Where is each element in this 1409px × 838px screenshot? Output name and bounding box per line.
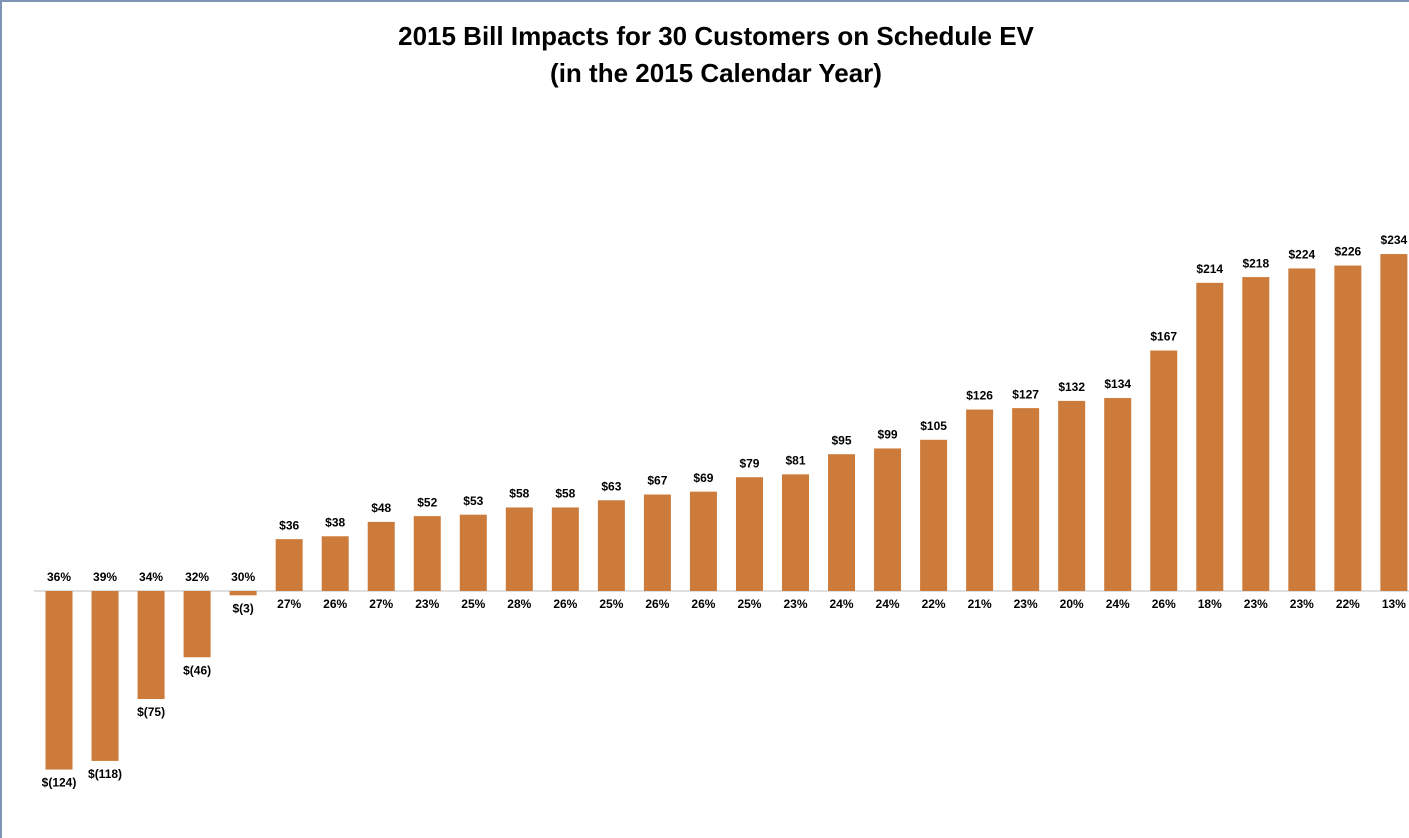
percent-label: 32% xyxy=(185,570,209,584)
value-label: $69 xyxy=(693,471,713,485)
value-label: $127 xyxy=(1012,387,1039,401)
value-label: $81 xyxy=(785,454,805,468)
value-label: $58 xyxy=(555,487,575,501)
bar xyxy=(367,521,395,591)
bar xyxy=(1334,265,1362,591)
bar xyxy=(91,591,119,761)
value-label: $38 xyxy=(325,515,345,529)
bar xyxy=(551,507,579,591)
bar xyxy=(1104,398,1132,591)
value-label: $(124) xyxy=(42,776,77,790)
bar xyxy=(781,474,809,591)
percent-label: 39% xyxy=(93,570,117,584)
percent-label: 18% xyxy=(1198,597,1222,611)
value-label: $48 xyxy=(371,501,391,515)
value-label: $105 xyxy=(920,419,947,433)
percent-label: 26% xyxy=(691,597,715,611)
value-label: $99 xyxy=(878,428,898,442)
bar xyxy=(920,439,948,591)
percent-label: 20% xyxy=(1060,597,1084,611)
bar xyxy=(828,454,856,591)
bar xyxy=(137,591,165,699)
value-label: $36 xyxy=(279,518,299,532)
bar xyxy=(874,448,902,591)
value-label: $79 xyxy=(739,456,759,470)
percent-label: 24% xyxy=(1106,597,1130,611)
value-label: $132 xyxy=(1058,380,1085,394)
percent-label: 26% xyxy=(645,597,669,611)
bar xyxy=(183,591,211,658)
value-label: $224 xyxy=(1288,248,1315,262)
percent-label: 34% xyxy=(139,570,163,584)
value-label: $134 xyxy=(1104,377,1131,391)
percent-label: 23% xyxy=(415,597,439,611)
value-label: $126 xyxy=(966,389,993,403)
value-label: $226 xyxy=(1335,245,1362,259)
value-label: $(118) xyxy=(88,767,122,781)
bar xyxy=(689,491,717,591)
percent-label: 25% xyxy=(737,597,761,611)
value-label: $95 xyxy=(832,433,852,447)
bar xyxy=(1288,268,1316,591)
percent-label: 23% xyxy=(1290,597,1314,611)
bar xyxy=(229,591,257,596)
bar xyxy=(1242,277,1270,591)
bar xyxy=(1196,282,1224,591)
percent-label: 21% xyxy=(968,597,992,611)
value-label: $58 xyxy=(509,487,529,501)
percent-label: 27% xyxy=(369,597,393,611)
bar xyxy=(413,516,441,591)
value-label: $52 xyxy=(417,495,437,509)
percent-label: 24% xyxy=(876,597,900,611)
bar xyxy=(1058,400,1086,591)
value-label: $67 xyxy=(647,474,667,488)
percent-label: 23% xyxy=(1014,597,1038,611)
bar xyxy=(735,477,763,591)
percent-label: 27% xyxy=(277,597,301,611)
value-label: $(75) xyxy=(137,705,165,719)
bar xyxy=(321,536,349,591)
bar xyxy=(966,409,994,591)
bar xyxy=(1380,254,1408,592)
value-label: $(3) xyxy=(232,601,253,615)
percent-label: 13% xyxy=(1382,597,1406,611)
percent-label: 23% xyxy=(783,597,807,611)
value-label: $(46) xyxy=(183,663,211,677)
value-label: $167 xyxy=(1150,330,1177,344)
percent-label: 30% xyxy=(231,570,255,584)
bar xyxy=(1012,408,1040,591)
percent-label: 23% xyxy=(1244,597,1268,611)
percent-label: 22% xyxy=(922,597,946,611)
percent-label: 26% xyxy=(1152,597,1176,611)
bar xyxy=(1150,350,1178,591)
percent-label: 36% xyxy=(47,570,71,584)
chart-subtitle: (in the 2015 Calendar Year) xyxy=(550,58,882,88)
percent-label: 25% xyxy=(461,597,485,611)
value-label: $218 xyxy=(1242,256,1269,270)
percent-label: 25% xyxy=(599,597,623,611)
bar xyxy=(597,500,625,591)
bar xyxy=(459,514,487,591)
bar xyxy=(505,507,533,591)
value-label: $53 xyxy=(463,494,483,508)
bar xyxy=(275,539,303,591)
value-label: $63 xyxy=(601,479,621,493)
chart-title: 2015 Bill Impacts for 30 Customers on Sc… xyxy=(398,21,1034,51)
percent-label: 22% xyxy=(1336,597,1360,611)
percent-label: 26% xyxy=(553,597,577,611)
bar xyxy=(45,591,73,770)
percent-label: 26% xyxy=(323,597,347,611)
percent-label: 24% xyxy=(830,597,854,611)
bar xyxy=(643,494,671,591)
percent-label: 28% xyxy=(507,597,531,611)
value-label: $234 xyxy=(1381,233,1408,247)
value-label: $214 xyxy=(1196,262,1223,276)
